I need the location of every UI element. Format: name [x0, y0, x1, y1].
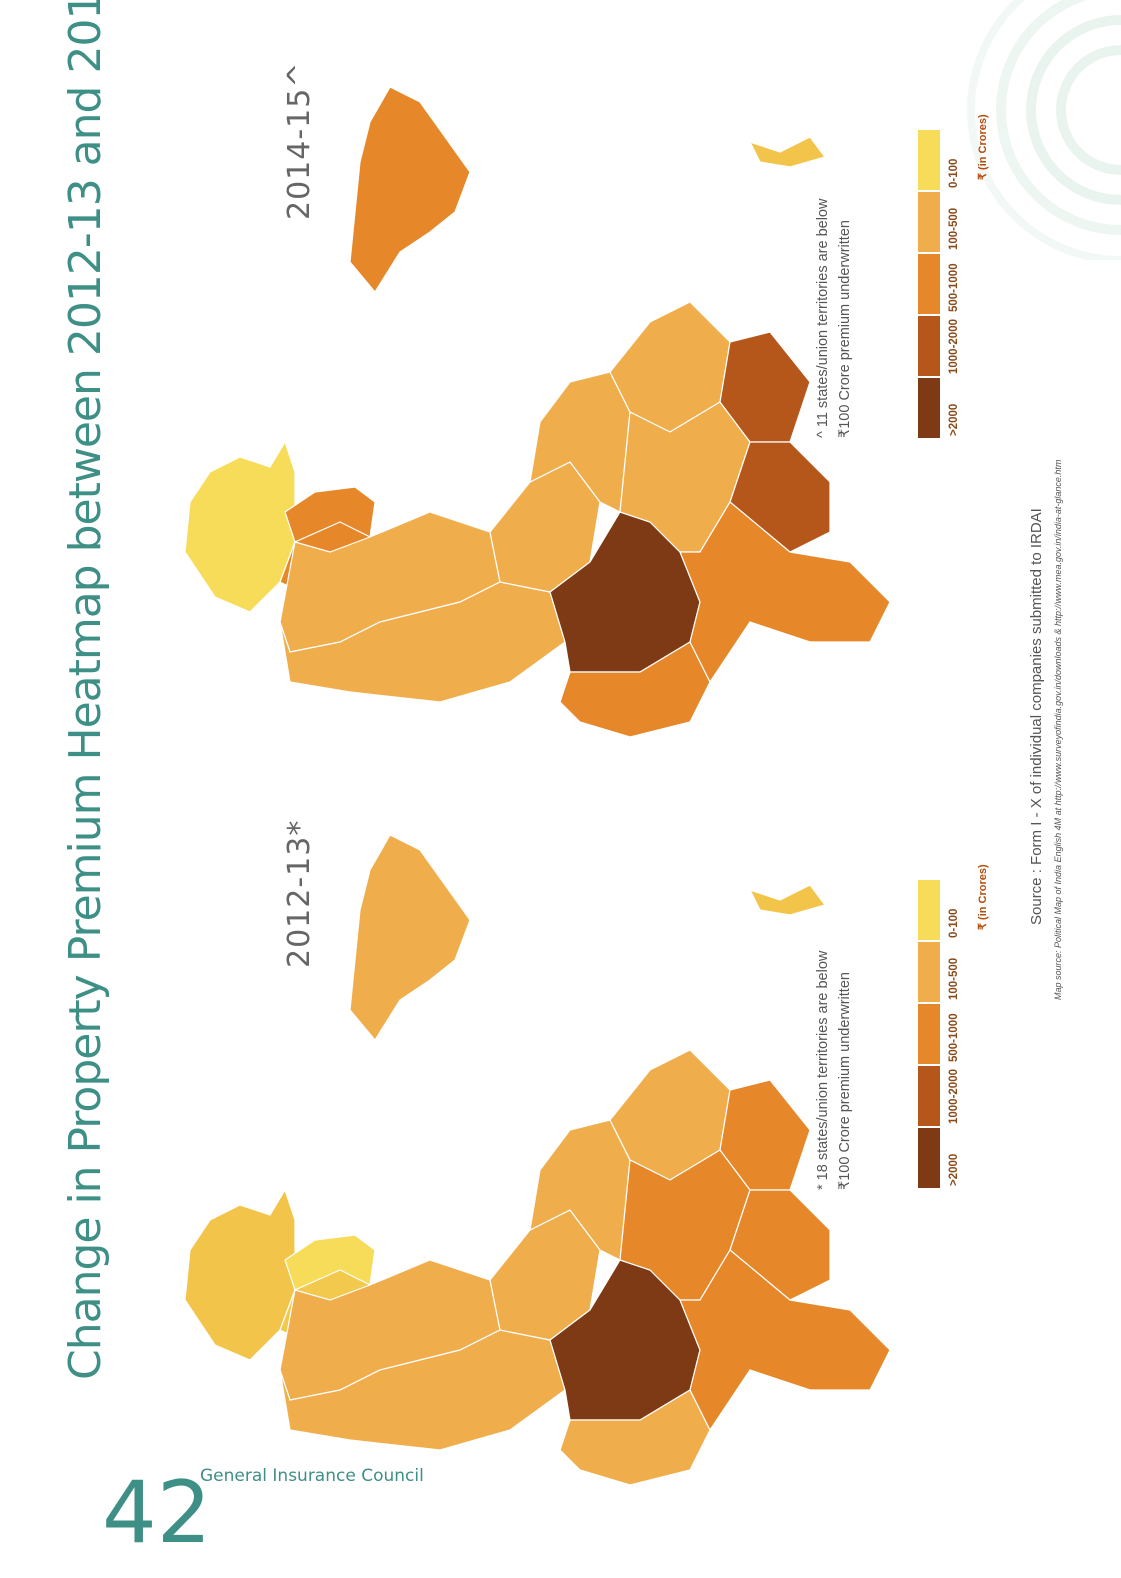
region-ne — [349, 834, 471, 1042]
legend-label: 100-500 — [948, 957, 960, 1000]
region-islands — [748, 136, 827, 168]
legend-swatch — [918, 1128, 940, 1188]
note-2012-13: * 18 states/union territories are below … — [812, 951, 856, 1190]
source-text: Source : Form I - X of individual compan… — [1028, 508, 1045, 925]
legend-unit: ₹ (in Crores) — [977, 114, 989, 180]
legend-unit: ₹ (in Crores) — [977, 864, 989, 930]
note-2014-15: ^ 11 states/union territories are below … — [812, 199, 856, 438]
legend-2014-15: >2000 1000-2000 500-1000 100-500 0-100 ₹ (in … — [918, 110, 998, 440]
map-source-text: Map source: Political Map of India Engli… — [1053, 459, 1063, 1000]
publisher-name: General Insurance Council — [200, 1466, 424, 1486]
region-south-ap — [559, 1389, 711, 1486]
region-south-east — [679, 501, 891, 684]
note-line-2: ₹100 Crore premium underwritten — [837, 220, 853, 438]
region-south-east — [679, 1249, 891, 1432]
region-ne — [349, 86, 471, 294]
legend-label: 500-1000 — [948, 263, 960, 312]
legend-label: >2000 — [948, 403, 960, 436]
legend-swatch — [918, 254, 940, 314]
legend-swatch — [918, 880, 940, 940]
heatmap-2014-15 — [184, 86, 891, 738]
note-line-2: ₹100 Crore premium underwritten — [837, 972, 853, 1190]
page-title: Change in Property Premium Heatmap betwe… — [60, 0, 111, 1380]
legend-swatch — [918, 192, 940, 252]
legend-swatch — [918, 378, 940, 438]
legend-label: 0-100 — [948, 158, 960, 188]
legend-2012-13: >2000 1000-2000 500-1000 100-500 0-100 ₹ (in … — [918, 860, 998, 1190]
note-line-1: ^ 11 states/union territories are below — [815, 198, 831, 438]
legend-label: 500-1000 — [948, 1013, 960, 1062]
legend-label: >2000 — [948, 1153, 960, 1186]
heatmap-2012-13 — [184, 834, 891, 1486]
legend-label: 0-100 — [948, 908, 960, 938]
legend-swatch — [918, 942, 940, 1002]
legend-swatch — [918, 316, 940, 376]
region-south-ap — [559, 641, 711, 738]
legend-swatch — [918, 1004, 940, 1064]
page-number: 42 — [102, 1463, 212, 1563]
decorative-arcs — [967, 0, 1121, 260]
note-line-1: * 18 states/union territories are below — [815, 950, 831, 1190]
region-islands — [748, 884, 827, 916]
legend-label: 1000-2000 — [948, 319, 960, 374]
legend-label: 1000-2000 — [948, 1069, 960, 1124]
legend-label: 100-500 — [948, 207, 960, 250]
region-jk — [184, 440, 296, 613]
legend-swatch — [918, 130, 940, 190]
region-jk — [184, 1188, 296, 1361]
legend-swatch — [918, 1066, 940, 1126]
